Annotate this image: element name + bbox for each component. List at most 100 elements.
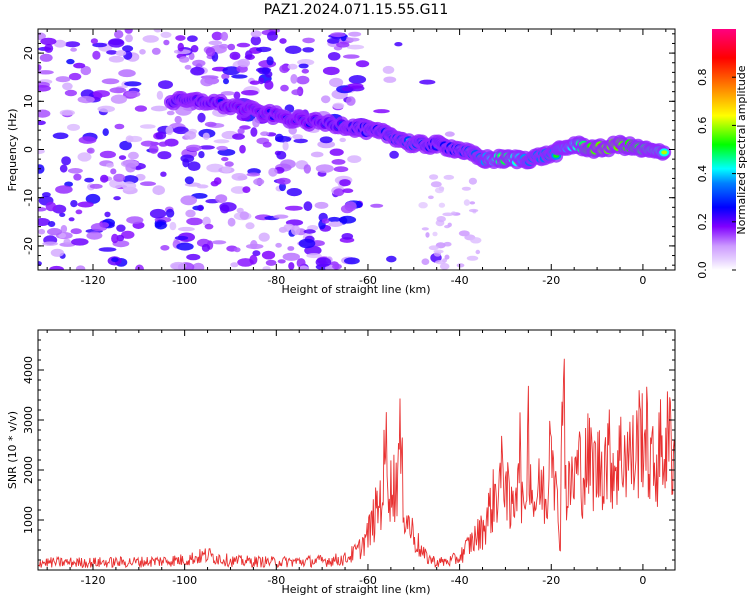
heatmap-noise-blob <box>310 151 324 158</box>
heatmap-noise-blob <box>282 252 300 261</box>
heatmap-noise-blob <box>68 72 82 81</box>
heatmap-noise-blob <box>219 202 237 212</box>
heatmap-noise-blob <box>443 241 452 247</box>
heatmap-noise-blob <box>236 207 244 214</box>
heatmap-noise-blob <box>140 140 156 147</box>
heatmap-noise-blob <box>49 265 64 270</box>
heatmap-noise-blob <box>38 85 51 92</box>
x-tick-label: 0 <box>639 574 646 587</box>
heatmap-noise-blob <box>45 201 57 212</box>
heatmap-noise-blob <box>296 75 310 85</box>
heatmap-noise-blob <box>64 41 81 48</box>
heatmap-noise-blob <box>153 29 162 33</box>
y-tick-label: -10 <box>22 189 35 207</box>
heatmap-noise-blob <box>444 131 455 137</box>
heatmap-noise-blob <box>101 78 120 85</box>
heatmap-noise-blob <box>430 181 442 188</box>
heatmap-noise-blob <box>89 183 103 189</box>
heatmap-noise-blob <box>288 262 295 270</box>
heatmap-noise-blob <box>249 254 258 265</box>
heatmap-noise-blob <box>158 80 173 89</box>
heatmap-noise-blob <box>298 265 310 270</box>
heatmap-noise-blob <box>77 201 94 208</box>
heatmap-noise-blob <box>215 194 228 204</box>
heatmap-noise-blob <box>38 32 46 41</box>
heatmap-noise-blob <box>241 90 259 96</box>
heatmap-noise-blob <box>149 208 167 219</box>
heatmap-noise-blob <box>347 155 362 164</box>
heatmap-noise-blob <box>140 181 156 186</box>
heatmap-noise-blob <box>291 89 302 96</box>
heatmap-noise-blob <box>157 151 172 160</box>
heatmap-noise-blob <box>55 185 73 194</box>
heatmap-noise-blob <box>333 188 345 197</box>
heatmap-noise-blob <box>315 164 334 173</box>
heatmap-noise-blob <box>90 38 98 44</box>
heatmap-noise-blob <box>139 124 156 129</box>
heatmap-noise-blob <box>111 257 119 263</box>
colorbar-label: Normalized spectral amplitude <box>735 65 748 234</box>
heatmap-noise-blob <box>202 216 211 226</box>
heatmap-noise-blob <box>110 168 117 175</box>
heatmap-noise-blob <box>262 266 271 270</box>
heatmap-noise-blob <box>433 249 444 254</box>
heatmap-noise-blob <box>47 228 62 236</box>
heatmap-noise-blob <box>344 257 360 265</box>
y-tick-label: 0 <box>22 146 35 153</box>
heatmap-noise-blob <box>68 217 75 222</box>
heatmap-noise-blob <box>59 164 68 173</box>
heatmap-noise-blob <box>124 81 142 87</box>
heatmap-noise-blob <box>149 144 159 154</box>
heatmap-noise-blob <box>52 132 69 140</box>
heatmap-noise-blob <box>175 105 192 116</box>
heatmap-noise-blob <box>204 121 217 127</box>
heatmap-noise-blob <box>61 156 71 166</box>
snr-x-axis-label: Height of straight line (km) <box>281 583 430 596</box>
heatmap-noise-blob <box>126 216 144 224</box>
heatmap-noise-blob <box>40 37 57 46</box>
heatmap-noise-blob <box>169 221 177 231</box>
spectrogram-x-axis-label: Height of straight line (km) <box>281 283 430 296</box>
heatmap-noise-blob <box>185 144 202 152</box>
heatmap-noise-blob <box>319 136 333 144</box>
heatmap-noise-blob <box>231 74 248 79</box>
heatmap-noise-blob <box>237 127 245 135</box>
heatmap-noise-blob <box>205 47 216 57</box>
heatmap-noise-blob <box>230 262 239 268</box>
heatmap-noise-blob <box>428 245 439 251</box>
heatmap-noise-blob <box>282 141 289 151</box>
heatmap-noise-blob <box>470 237 482 244</box>
heatmap-noise-blob <box>242 186 251 194</box>
heatmap-noise-blob <box>292 134 303 140</box>
spectrogram-y-axis-label: Frequency (Hz) <box>6 109 19 192</box>
heatmap-noise-blob <box>160 31 172 38</box>
heatmap-noise-blob <box>177 42 184 52</box>
heatmap-noise-blob <box>333 166 349 173</box>
heatmap-noise-blob <box>104 211 111 218</box>
heatmap-noise-blob <box>327 216 341 223</box>
heatmap-noise-blob <box>246 172 261 177</box>
heatmap-noise-blob <box>258 232 270 242</box>
heatmap-noise-blob <box>210 180 219 187</box>
heatmap-noise-blob <box>233 247 241 253</box>
heatmap-noise-blob <box>135 264 144 270</box>
heatmap-noise-blob <box>70 228 82 235</box>
heatmap-noise-blob <box>198 151 205 159</box>
heatmap-noise-blob <box>463 199 470 206</box>
heatmap-noise-blob <box>187 35 198 42</box>
x-tick-label: -20 <box>542 274 560 287</box>
heatmap-noise-blob <box>346 96 356 106</box>
snr-y-ticks: 1000 2000 3000 4000 <box>22 329 675 571</box>
heatmap-noise-blob <box>200 77 214 87</box>
heatmap-noise-blob <box>236 42 251 48</box>
heatmap-noise-blob <box>303 229 316 234</box>
heatmap-noise-blob <box>80 65 92 76</box>
heatmap-noise-blob <box>109 87 127 94</box>
heatmap-noise-blob <box>332 102 345 110</box>
heatmap-noise-blob <box>370 203 384 208</box>
heatmap-noise-blob <box>315 257 332 268</box>
heatmap-noise-blob <box>302 37 315 44</box>
heatmap-noise-blob <box>421 258 430 266</box>
heatmap-noise-blob <box>256 46 272 53</box>
